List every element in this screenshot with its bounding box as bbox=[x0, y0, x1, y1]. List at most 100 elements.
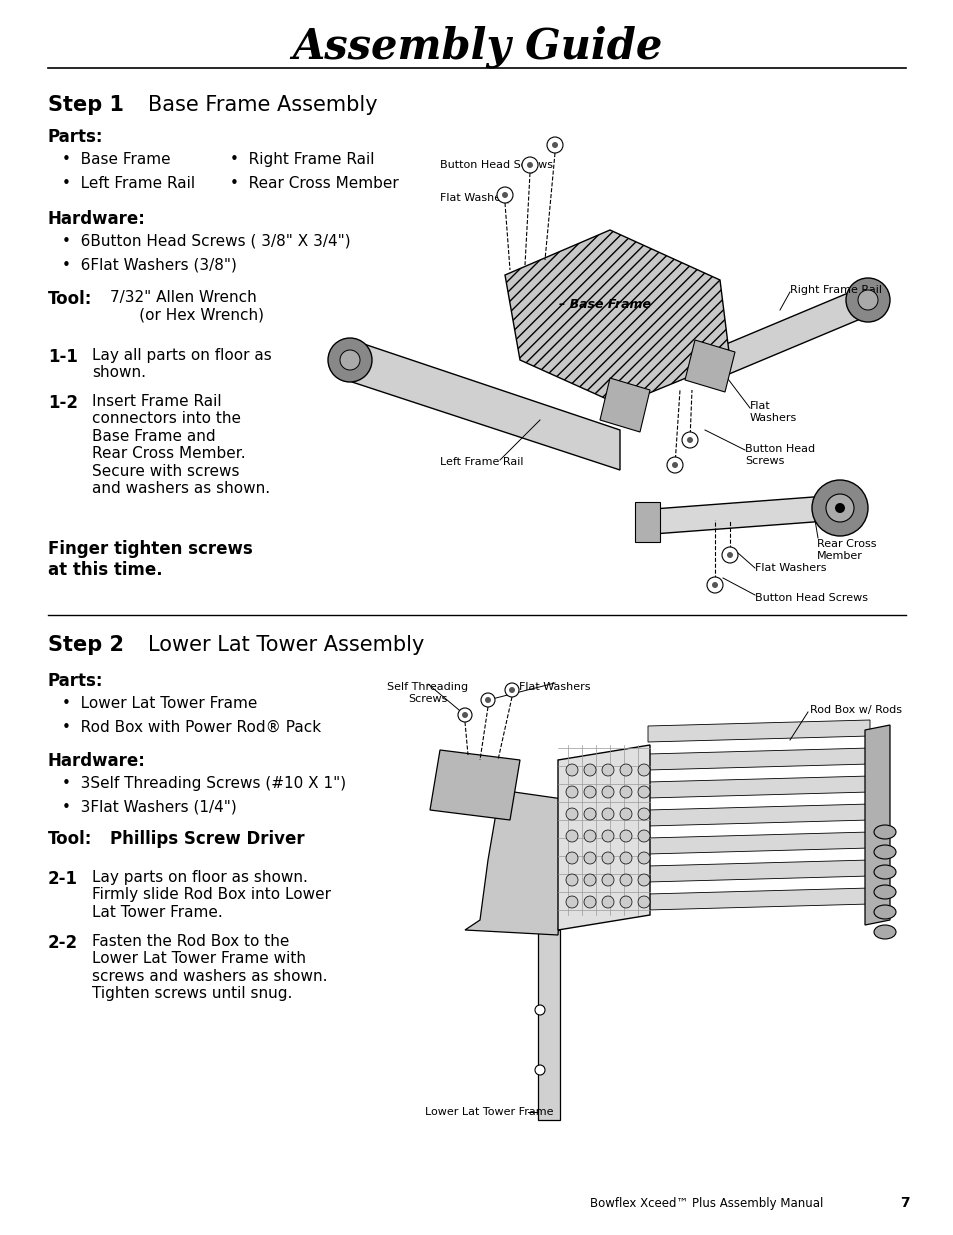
Text: Button Head Screws: Button Head Screws bbox=[754, 593, 867, 603]
Text: 1-1: 1-1 bbox=[48, 348, 78, 366]
Circle shape bbox=[565, 852, 578, 864]
Circle shape bbox=[845, 278, 889, 322]
Circle shape bbox=[521, 157, 537, 173]
Circle shape bbox=[328, 338, 372, 382]
Text: Lay all parts on floor as
shown.: Lay all parts on floor as shown. bbox=[91, 348, 272, 380]
Text: •  Base Frame: • Base Frame bbox=[62, 152, 171, 167]
Polygon shape bbox=[504, 230, 729, 405]
Text: Left Frame Rail: Left Frame Rail bbox=[439, 457, 523, 467]
Text: Assembly Guide: Assembly Guide bbox=[292, 26, 661, 68]
Circle shape bbox=[726, 552, 732, 558]
Circle shape bbox=[811, 480, 867, 536]
Text: 1-2: 1-2 bbox=[48, 394, 78, 412]
Circle shape bbox=[638, 852, 649, 864]
Text: 2-1: 2-1 bbox=[48, 869, 78, 888]
Text: Button Head Screws: Button Head Screws bbox=[439, 161, 553, 170]
Circle shape bbox=[721, 547, 738, 563]
Polygon shape bbox=[647, 860, 869, 882]
Circle shape bbox=[638, 785, 649, 798]
Ellipse shape bbox=[873, 825, 895, 839]
Text: Self Threading
Screws: Self Threading Screws bbox=[387, 682, 468, 704]
Text: Flat Washers: Flat Washers bbox=[439, 193, 511, 203]
Text: •  3Self Threading Screws (#10 X 1"): • 3Self Threading Screws (#10 X 1") bbox=[62, 776, 346, 790]
Text: Lay parts on floor as shown.
Firmly slide Rod Box into Lower
Lat Tower Frame.: Lay parts on floor as shown. Firmly slid… bbox=[91, 869, 331, 920]
Text: Bowflex Xceed™ Plus Assembly Manual: Bowflex Xceed™ Plus Assembly Manual bbox=[589, 1197, 822, 1210]
Text: •  Rear Cross Member: • Rear Cross Member bbox=[230, 177, 398, 191]
Circle shape bbox=[638, 874, 649, 885]
Polygon shape bbox=[537, 930, 559, 1120]
Circle shape bbox=[535, 1065, 544, 1074]
Text: Hardware:: Hardware: bbox=[48, 752, 146, 769]
Circle shape bbox=[671, 462, 678, 468]
Circle shape bbox=[619, 852, 631, 864]
Text: •  Rod Box with Power Rod® Pack: • Rod Box with Power Rod® Pack bbox=[62, 720, 321, 735]
Text: – Base Frame: – Base Frame bbox=[558, 299, 650, 311]
Circle shape bbox=[339, 350, 359, 370]
Polygon shape bbox=[647, 748, 869, 769]
Text: Tool:: Tool: bbox=[48, 830, 92, 848]
Text: Rear Cross
Member: Rear Cross Member bbox=[816, 540, 876, 561]
Circle shape bbox=[638, 897, 649, 908]
Circle shape bbox=[601, 874, 614, 885]
Text: Lower Lat Tower Assembly: Lower Lat Tower Assembly bbox=[148, 635, 424, 655]
Circle shape bbox=[583, 852, 596, 864]
Polygon shape bbox=[864, 725, 889, 925]
Circle shape bbox=[583, 874, 596, 885]
Polygon shape bbox=[599, 378, 649, 432]
Circle shape bbox=[619, 764, 631, 776]
Text: Lower Lat Tower Frame: Lower Lat Tower Frame bbox=[424, 1107, 553, 1116]
Circle shape bbox=[484, 697, 491, 703]
Circle shape bbox=[565, 764, 578, 776]
Circle shape bbox=[546, 137, 562, 153]
Text: Insert Frame Rail
connectors into the
Base Frame and
Rear Cross Member.
Secure w: Insert Frame Rail connectors into the Ba… bbox=[91, 394, 270, 496]
Circle shape bbox=[619, 785, 631, 798]
Circle shape bbox=[686, 437, 692, 443]
Ellipse shape bbox=[873, 925, 895, 939]
Text: Flat Washers: Flat Washers bbox=[518, 682, 590, 692]
Circle shape bbox=[565, 808, 578, 820]
Circle shape bbox=[638, 808, 649, 820]
Ellipse shape bbox=[873, 905, 895, 919]
Circle shape bbox=[857, 290, 877, 310]
Circle shape bbox=[681, 432, 698, 448]
Circle shape bbox=[711, 582, 718, 588]
Circle shape bbox=[601, 897, 614, 908]
Circle shape bbox=[619, 830, 631, 842]
Circle shape bbox=[583, 764, 596, 776]
Polygon shape bbox=[647, 804, 869, 826]
Circle shape bbox=[552, 142, 558, 148]
Text: Rod Box w/ Rods: Rod Box w/ Rods bbox=[809, 705, 901, 715]
Circle shape bbox=[509, 687, 515, 693]
Text: Finger tighten screws
at this time.: Finger tighten screws at this time. bbox=[48, 540, 253, 579]
Polygon shape bbox=[430, 750, 519, 820]
Ellipse shape bbox=[873, 864, 895, 879]
Polygon shape bbox=[647, 720, 869, 742]
Text: Step 2: Step 2 bbox=[48, 635, 124, 655]
Text: •  6Flat Washers (3/8"): • 6Flat Washers (3/8") bbox=[62, 258, 236, 273]
Circle shape bbox=[565, 897, 578, 908]
Circle shape bbox=[601, 830, 614, 842]
Text: Step 1: Step 1 bbox=[48, 95, 124, 115]
Circle shape bbox=[526, 162, 533, 168]
Text: •  3Flat Washers (1/4"): • 3Flat Washers (1/4") bbox=[62, 800, 236, 815]
Ellipse shape bbox=[873, 885, 895, 899]
Circle shape bbox=[601, 764, 614, 776]
Text: 2-2: 2-2 bbox=[48, 934, 78, 952]
Text: 7/32" Allen Wrench
      (or Hex Wrench): 7/32" Allen Wrench (or Hex Wrench) bbox=[110, 290, 264, 322]
Circle shape bbox=[601, 852, 614, 864]
Text: •  6Button Head Screws ( 3/8" X 3/4"): • 6Button Head Screws ( 3/8" X 3/4") bbox=[62, 233, 351, 249]
Circle shape bbox=[638, 830, 649, 842]
Text: •  Lower Lat Tower Frame: • Lower Lat Tower Frame bbox=[62, 697, 257, 711]
Ellipse shape bbox=[873, 845, 895, 860]
Polygon shape bbox=[352, 340, 619, 471]
Circle shape bbox=[619, 808, 631, 820]
Text: Phillips Screw Driver: Phillips Screw Driver bbox=[110, 830, 304, 848]
Text: Base Frame Assembly: Base Frame Assembly bbox=[148, 95, 377, 115]
Circle shape bbox=[504, 683, 518, 697]
Circle shape bbox=[601, 785, 614, 798]
Circle shape bbox=[583, 785, 596, 798]
Text: •  Left Frame Rail: • Left Frame Rail bbox=[62, 177, 195, 191]
Text: Flat Washers: Flat Washers bbox=[754, 563, 825, 573]
Circle shape bbox=[619, 874, 631, 885]
Circle shape bbox=[666, 457, 682, 473]
